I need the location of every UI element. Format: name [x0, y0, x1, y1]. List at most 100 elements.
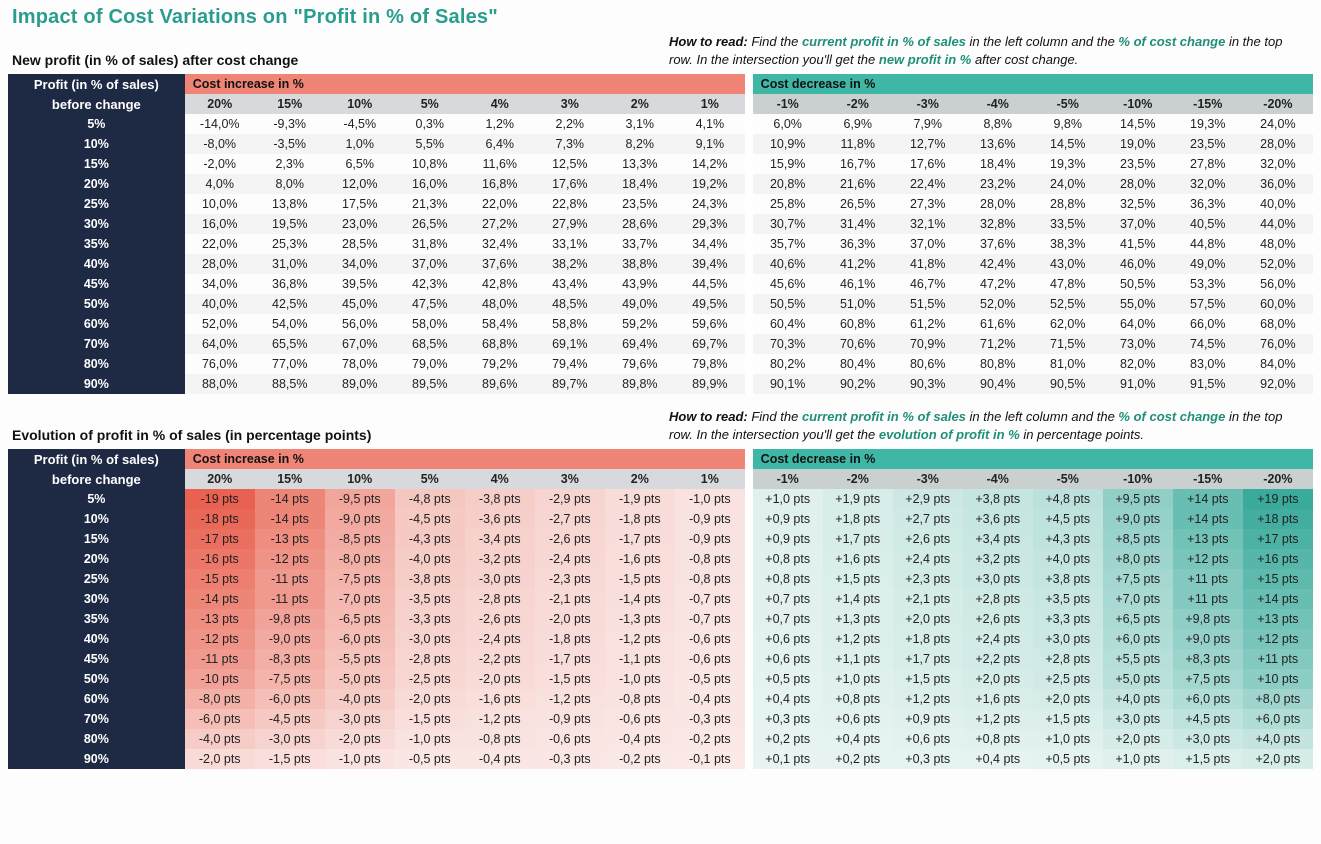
- gap: [745, 74, 753, 94]
- data-cell: +0,4 pts: [963, 749, 1033, 769]
- data-cell: -2,0 pts: [465, 669, 535, 689]
- data-cell: +1,2 pts: [963, 709, 1033, 729]
- data-cell: -16 pts: [185, 549, 255, 569]
- data-cell: +2,0 pts: [1033, 689, 1103, 709]
- data-cell: -0,4 pts: [605, 729, 675, 749]
- table-row: 45%-11 pts-8,3 pts-5,5 pts-2,8 pts-2,2 p…: [8, 649, 1313, 669]
- data-cell: -1,2 pts: [535, 689, 605, 709]
- data-cell: 55,0%: [1103, 294, 1173, 314]
- data-cell: 42,3%: [395, 274, 465, 294]
- data-cell: +6,0 pts: [1243, 709, 1313, 729]
- data-cell: 88,5%: [255, 374, 325, 394]
- data-cell: 14,5%: [1103, 114, 1173, 134]
- data-cell: 10,0%: [185, 194, 255, 214]
- data-cell: +0,5 pts: [1033, 749, 1103, 769]
- data-cell: +0,6 pts: [753, 629, 823, 649]
- data-cell: -1,8 pts: [535, 629, 605, 649]
- data-cell: 13,6%: [963, 134, 1033, 154]
- data-cell: 16,7%: [823, 154, 893, 174]
- data-cell: 34,4%: [675, 234, 745, 254]
- data-cell: +2,7 pts: [893, 509, 963, 529]
- data-cell: -8,3 pts: [255, 649, 325, 669]
- data-cell: +0,4 pts: [823, 729, 893, 749]
- howto-key2: % of cost change: [1118, 409, 1225, 424]
- corner-top: Profit (in % of sales): [8, 449, 185, 469]
- table-row: 20%-16 pts-12 pts-8,0 pts-4,0 pts-3,2 pt…: [8, 549, 1313, 569]
- col-header: -1%: [753, 94, 823, 114]
- data-cell: 45,0%: [325, 294, 395, 314]
- data-cell: 48,0%: [1243, 234, 1313, 254]
- data-cell: 18,4%: [963, 154, 1033, 174]
- data-cell: -3,0 pts: [255, 729, 325, 749]
- data-cell: +2,4 pts: [893, 549, 963, 569]
- data-cell: -2,9 pts: [535, 489, 605, 509]
- data-cell: 40,0%: [1243, 194, 1313, 214]
- data-cell: -3,2 pts: [465, 549, 535, 569]
- data-cell: 90,4%: [963, 374, 1033, 394]
- data-cell: -8,0%: [185, 134, 255, 154]
- data-cell: 12,7%: [893, 134, 963, 154]
- table-row: 70%64,0%65,5%67,0%68,5%68,8%69,1%69,4%69…: [8, 334, 1313, 354]
- data-cell: 27,3%: [893, 194, 963, 214]
- data-cell: 42,4%: [963, 254, 1033, 274]
- data-cell: -1,2 pts: [605, 629, 675, 649]
- data-cell: 92,0%: [1243, 374, 1313, 394]
- data-cell: -1,4 pts: [605, 589, 675, 609]
- data-cell: 1,0%: [325, 134, 395, 154]
- data-cell: 23,5%: [605, 194, 675, 214]
- data-cell: -4,5 pts: [395, 509, 465, 529]
- data-cell: 76,0%: [185, 354, 255, 374]
- data-cell: 66,0%: [1173, 314, 1243, 334]
- row-header: 35%: [8, 234, 185, 254]
- data-cell: +2,0 pts: [893, 609, 963, 629]
- table-row: 5%-14,0%-9,3%-4,5%0,3%1,2%2,2%3,1%4,1%6,…: [8, 114, 1313, 134]
- data-cell: +1,8 pts: [823, 509, 893, 529]
- data-cell: 19,3%: [1173, 114, 1243, 134]
- data-cell: -8,0 pts: [325, 549, 395, 569]
- data-cell: 61,6%: [963, 314, 1033, 334]
- data-cell: -2,0 pts: [325, 729, 395, 749]
- data-cell: +16 pts: [1243, 549, 1313, 569]
- data-cell: 84,0%: [1243, 354, 1313, 374]
- data-cell: +1,7 pts: [823, 529, 893, 549]
- data-cell: -1,5 pts: [605, 569, 675, 589]
- data-cell: 60,8%: [823, 314, 893, 334]
- data-cell: 69,7%: [675, 334, 745, 354]
- data-cell: 89,9%: [675, 374, 745, 394]
- data-cell: +15 pts: [1243, 569, 1313, 589]
- data-cell: 41,5%: [1103, 234, 1173, 254]
- data-cell: 28,0%: [963, 194, 1033, 214]
- data-cell: -3,5%: [255, 134, 325, 154]
- col-header: 4%: [465, 94, 535, 114]
- data-cell: -14 pts: [185, 589, 255, 609]
- data-cell: 90,1%: [753, 374, 823, 394]
- data-cell: 19,3%: [1033, 154, 1103, 174]
- data-cell: -0,3 pts: [535, 749, 605, 769]
- data-cell: -1,0 pts: [325, 749, 395, 769]
- data-cell: +4,0 pts: [1243, 729, 1313, 749]
- data-cell: +1,4 pts: [823, 589, 893, 609]
- data-cell: 2,2%: [535, 114, 605, 134]
- data-cell: 22,8%: [535, 194, 605, 214]
- row-header: 90%: [8, 374, 185, 394]
- data-cell: 80,2%: [753, 354, 823, 374]
- data-cell: 11,6%: [465, 154, 535, 174]
- col-header: 15%: [255, 94, 325, 114]
- data-cell: 28,0%: [1243, 134, 1313, 154]
- data-cell: +0,6 pts: [753, 649, 823, 669]
- col-header: 10%: [325, 94, 395, 114]
- data-cell: +1,6 pts: [963, 689, 1033, 709]
- data-cell: 10,8%: [395, 154, 465, 174]
- data-cell: +17 pts: [1243, 529, 1313, 549]
- data-cell: +3,0 pts: [1033, 629, 1103, 649]
- data-cell: 44,0%: [1243, 214, 1313, 234]
- data-cell: 41,2%: [823, 254, 893, 274]
- data-cell: 16,8%: [465, 174, 535, 194]
- data-cell: 48,0%: [465, 294, 535, 314]
- data-cell: -3,6 pts: [465, 509, 535, 529]
- col-header: 4%: [465, 469, 535, 489]
- data-cell: 43,0%: [1033, 254, 1103, 274]
- data-cell: -4,3 pts: [395, 529, 465, 549]
- data-cell: +2,8 pts: [963, 589, 1033, 609]
- data-cell: 32,8%: [963, 214, 1033, 234]
